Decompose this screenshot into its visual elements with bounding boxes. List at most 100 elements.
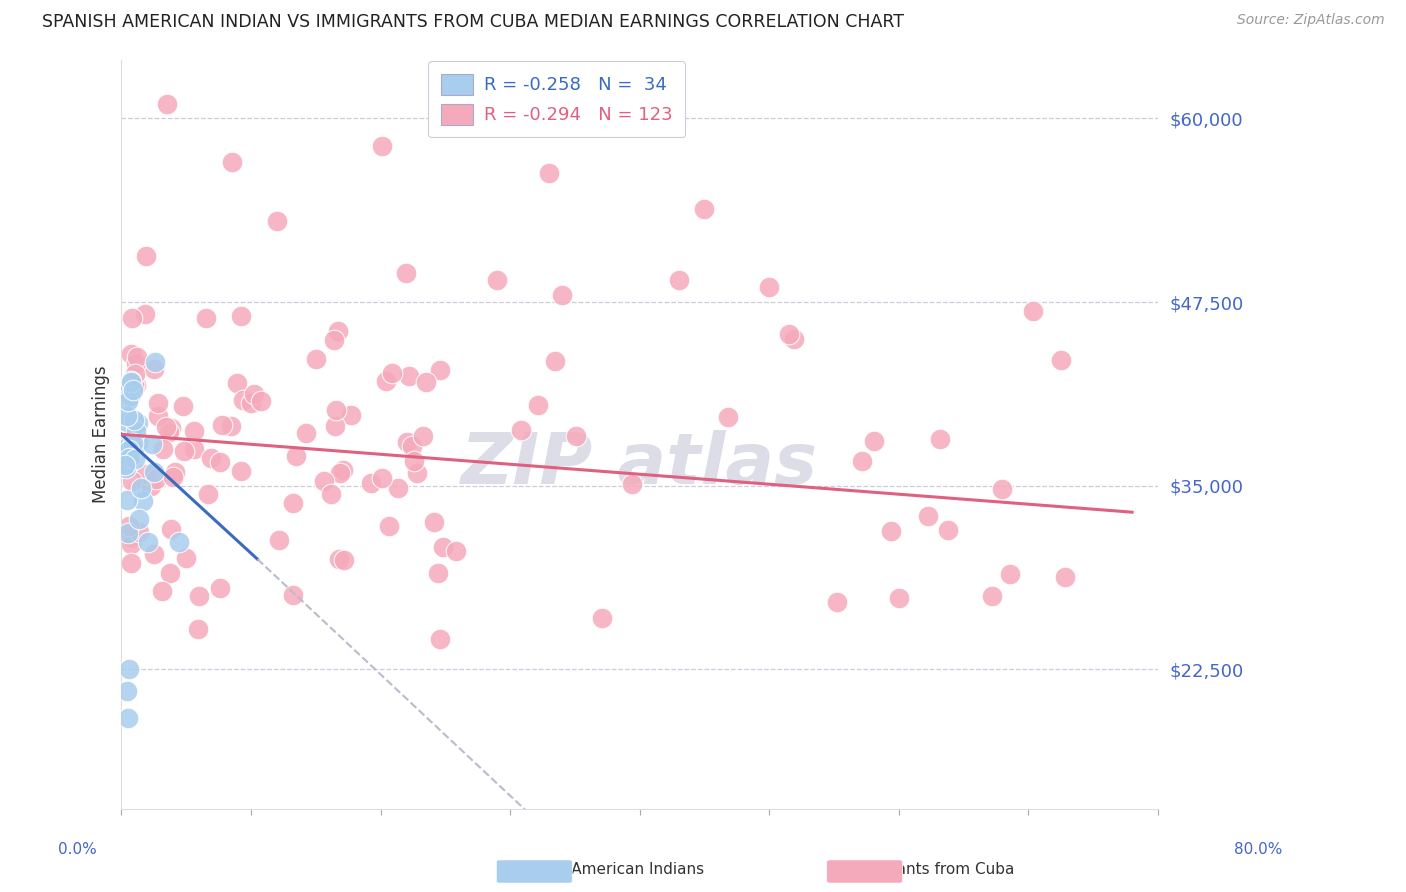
Point — [537, 166, 560, 180]
Point — [851, 454, 873, 468]
Point — [197, 486, 219, 500]
Point — [162, 470, 184, 484]
Point — [167, 534, 190, 549]
Point — [284, 449, 307, 463]
Point — [156, 96, 179, 111]
Point — [134, 306, 156, 320]
Point — [423, 515, 446, 529]
Point — [121, 474, 143, 488]
Point — [266, 214, 288, 228]
Point — [395, 435, 418, 450]
Point — [187, 623, 209, 637]
Point — [232, 392, 254, 407]
Point — [209, 581, 232, 595]
Point — [124, 378, 146, 392]
Point — [118, 442, 141, 457]
Point — [240, 396, 263, 410]
Point — [129, 481, 152, 495]
Point — [118, 389, 141, 403]
Point — [124, 368, 146, 382]
Text: 0.0%: 0.0% — [58, 842, 97, 856]
Point — [125, 378, 148, 392]
Point — [378, 519, 401, 533]
Point — [486, 273, 509, 287]
Point — [1049, 353, 1071, 368]
Point — [114, 458, 136, 473]
Point — [283, 496, 305, 510]
Point — [544, 354, 567, 368]
Point — [132, 494, 155, 508]
Point — [321, 487, 343, 501]
Point — [917, 509, 939, 524]
Point — [758, 280, 780, 294]
Point — [1022, 304, 1045, 318]
Point — [124, 417, 146, 431]
Point — [125, 351, 148, 365]
Point — [242, 386, 264, 401]
Text: Source: ZipAtlas.com: Source: ZipAtlas.com — [1237, 13, 1385, 28]
Point — [887, 591, 910, 606]
Point — [120, 375, 142, 389]
Point — [429, 632, 451, 647]
Point — [526, 398, 548, 412]
Point — [231, 464, 253, 478]
Point — [267, 533, 290, 547]
Point — [1053, 570, 1076, 584]
Legend: R = -0.258   N =  34, R = -0.294   N = 123: R = -0.258 N = 34, R = -0.294 N = 123 — [429, 62, 685, 137]
Point — [117, 711, 139, 725]
Point — [429, 362, 451, 376]
Point — [339, 408, 361, 422]
Point — [128, 511, 150, 525]
Point — [124, 452, 146, 467]
Point — [115, 440, 138, 454]
Point — [406, 466, 429, 480]
Point — [135, 467, 157, 481]
Point — [381, 367, 404, 381]
Point — [188, 589, 211, 603]
Point — [120, 537, 142, 551]
Y-axis label: Median Earnings: Median Earnings — [93, 366, 110, 503]
Point — [148, 409, 170, 423]
Point — [323, 418, 346, 433]
Point — [157, 425, 180, 439]
Point — [981, 590, 1004, 604]
Point — [117, 526, 139, 541]
Point — [122, 413, 145, 427]
Point — [118, 450, 141, 465]
Point — [312, 474, 335, 488]
Point — [200, 451, 222, 466]
Point — [120, 556, 142, 570]
Point — [208, 455, 231, 469]
Point — [281, 588, 304, 602]
Point — [159, 566, 181, 580]
Point — [294, 426, 316, 441]
Point — [127, 436, 149, 450]
Point — [120, 530, 142, 544]
Point — [152, 442, 174, 457]
Text: Immigrants from Cuba: Immigrants from Cuba — [842, 863, 1014, 877]
Point — [360, 476, 382, 491]
Point — [328, 552, 350, 566]
Point — [693, 202, 716, 217]
Point — [142, 547, 165, 561]
Point — [135, 249, 157, 263]
Point — [125, 356, 148, 370]
Point — [159, 522, 181, 536]
Point — [194, 311, 217, 326]
Point — [146, 396, 169, 410]
Point — [176, 550, 198, 565]
Point — [183, 425, 205, 439]
Point — [375, 374, 398, 388]
Point — [395, 266, 418, 280]
Point — [415, 375, 437, 389]
Point — [143, 361, 166, 376]
Point — [225, 376, 247, 391]
Point — [115, 456, 138, 470]
Point — [221, 419, 243, 434]
Point — [136, 534, 159, 549]
Point — [668, 273, 690, 287]
Point — [173, 444, 195, 458]
Point — [936, 523, 959, 537]
Point — [250, 394, 273, 409]
Point — [717, 409, 740, 424]
